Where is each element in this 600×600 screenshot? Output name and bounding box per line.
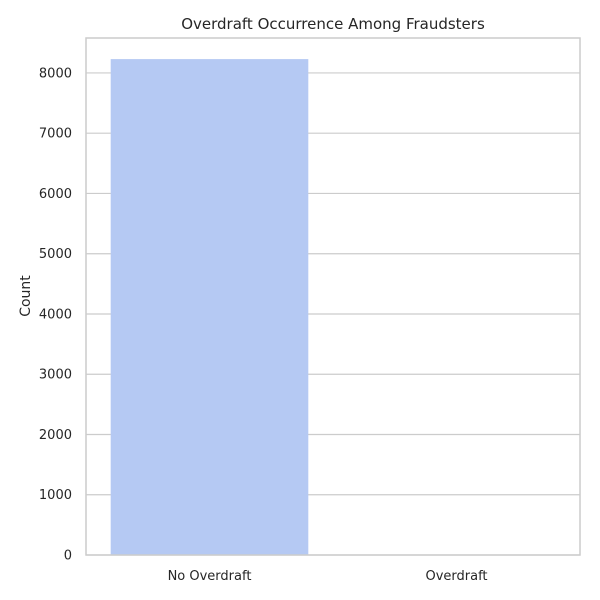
y-tick-label: 4000 (39, 307, 72, 322)
y-tick-label: 5000 (39, 247, 72, 262)
x-tick-labels: No Overdraft Overdraft (168, 569, 488, 584)
y-tick-label: 3000 (39, 368, 72, 383)
x-tick-label: No Overdraft (168, 569, 252, 584)
y-tick-label: 1000 (39, 488, 72, 503)
y-tick-label: 7000 (39, 127, 72, 142)
y-tick-label: 8000 (39, 66, 72, 81)
bars-layer (110, 59, 309, 555)
y-tick-labels: 0 1000 2000 3000 4000 5000 6000 7000 8000 (39, 66, 72, 563)
y-tick-label: 6000 (39, 187, 72, 202)
y-tick-label: 2000 (39, 428, 72, 443)
chart-title: Overdraft Occurrence Among Fraudsters (181, 15, 485, 33)
x-tick-label: Overdraft (425, 569, 487, 584)
plot-frame (85, 37, 581, 556)
y-tick-label: 0 (64, 549, 72, 564)
bar (110, 59, 309, 555)
plot-border (85, 37, 581, 556)
y-axis-label: Count (18, 275, 34, 317)
